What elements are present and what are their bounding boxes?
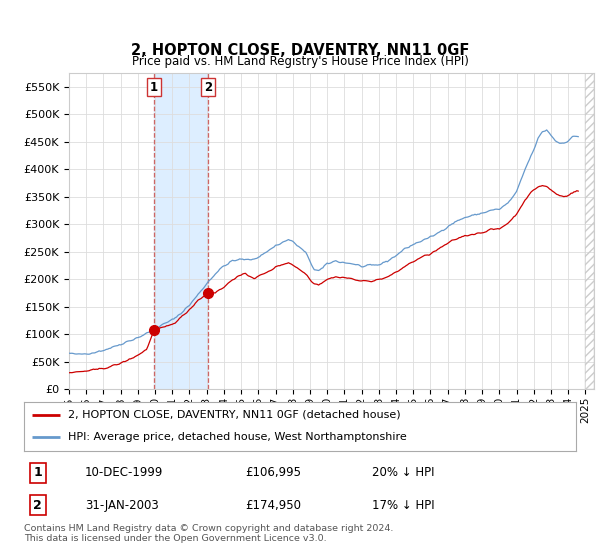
Text: 2: 2 (204, 81, 212, 94)
Text: Contains HM Land Registry data © Crown copyright and database right 2024.
This d: Contains HM Land Registry data © Crown c… (24, 524, 394, 543)
Text: 17% ↓ HPI: 17% ↓ HPI (372, 498, 434, 512)
Text: 2, HOPTON CLOSE, DAVENTRY, NN11 0GF: 2, HOPTON CLOSE, DAVENTRY, NN11 0GF (131, 43, 469, 58)
Text: 10-DEC-1999: 10-DEC-1999 (85, 466, 163, 479)
Text: HPI: Average price, detached house, West Northamptonshire: HPI: Average price, detached house, West… (68, 432, 407, 442)
Text: £106,995: £106,995 (245, 466, 301, 479)
Text: Price paid vs. HM Land Registry's House Price Index (HPI): Price paid vs. HM Land Registry's House … (131, 55, 469, 68)
Bar (154, 73, 208, 389)
Text: £174,950: £174,950 (245, 498, 301, 512)
Text: 31-JAN-2003: 31-JAN-2003 (85, 498, 158, 512)
Text: 1: 1 (34, 466, 42, 479)
Text: 2: 2 (34, 498, 42, 512)
Text: 20% ↓ HPI: 20% ↓ HPI (372, 466, 434, 479)
Text: 2, HOPTON CLOSE, DAVENTRY, NN11 0GF (detached house): 2, HOPTON CLOSE, DAVENTRY, NN11 0GF (det… (68, 410, 401, 420)
Text: 1: 1 (150, 81, 158, 94)
